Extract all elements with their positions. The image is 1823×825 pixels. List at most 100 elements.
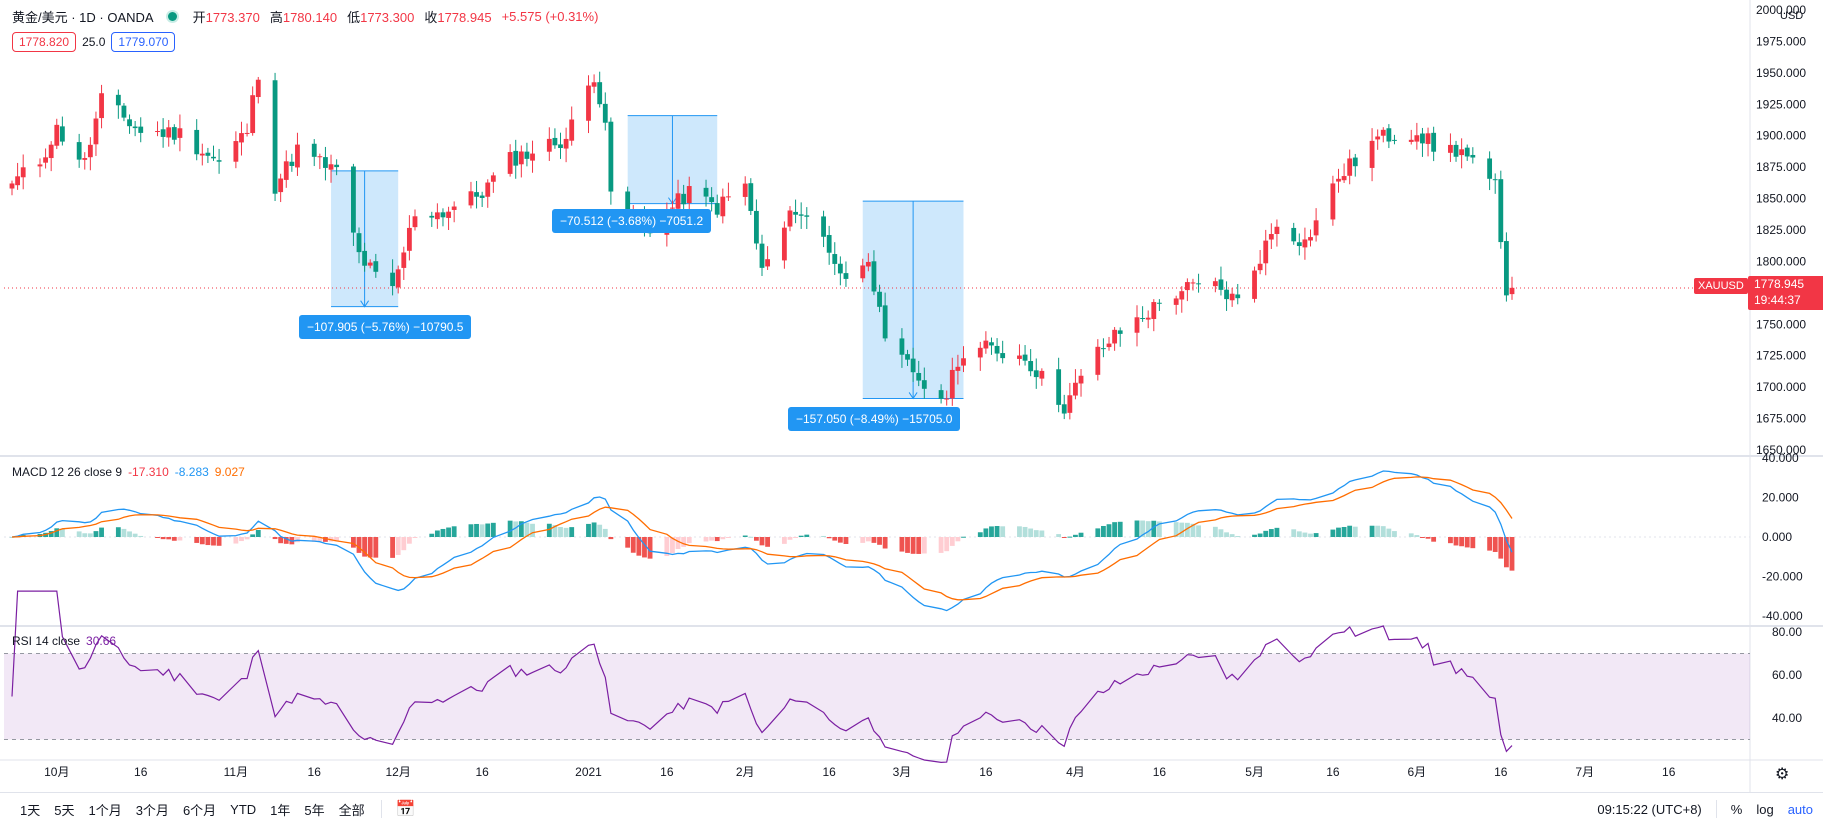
range-5d-button[interactable]: 5天	[54, 802, 75, 818]
macd-hist-bar	[647, 537, 653, 559]
candle-body	[211, 156, 216, 159]
candle-body	[989, 342, 994, 346]
symbol-title[interactable]: 黄金/美元 · 1D · OANDA	[12, 9, 154, 25]
candle-body	[255, 79, 261, 98]
candle-body	[826, 235, 832, 253]
macd-hist-bar	[1257, 533, 1263, 537]
time-axis-label: 6月	[1408, 765, 1427, 779]
macd-hist-bar	[1179, 522, 1185, 537]
macd-hist-bar	[317, 537, 323, 542]
market-status-icon	[167, 11, 177, 21]
calendar-icon[interactable]: 📅	[395, 801, 416, 818]
macd-hist-bar	[1386, 528, 1392, 537]
range-6m-button[interactable]: 6个月	[182, 802, 217, 818]
measure-box-3-arrowhead	[908, 392, 918, 400]
candle-body	[563, 138, 569, 149]
range-3m-button[interactable]: 3个月	[135, 802, 169, 818]
auto-scale-toggle[interactable]: auto	[1787, 801, 1813, 817]
candle-body	[1380, 129, 1386, 136]
candle-body	[1212, 281, 1218, 287]
macd-hist-bar	[1414, 535, 1420, 537]
percent-toggle[interactable]: %	[1730, 801, 1743, 817]
candle-body	[373, 261, 379, 272]
candle-body	[479, 195, 485, 198]
candle-body	[317, 156, 323, 158]
candle-body	[1106, 343, 1112, 348]
candle-body	[1095, 346, 1101, 375]
macd-hist-bar	[602, 528, 608, 537]
time-axis-label: 2月	[736, 765, 755, 779]
macd-hist-bar	[821, 535, 826, 537]
candle-body	[1408, 139, 1414, 142]
macd-hist-bar	[804, 534, 810, 537]
macd-hist-bar	[507, 520, 513, 537]
chart-canvas[interactable]: 2000.000 1975.000 1950.000 1925.000 1900.000…	[0, 0, 1823, 792]
candle-body	[1503, 241, 1509, 296]
range-5y-button[interactable]: 5年	[304, 802, 325, 818]
macd-hist-bar	[334, 537, 340, 542]
clock-timezone[interactable]: 09:15:22 (UTC+8)	[1597, 801, 1702, 817]
macd-hist-bar	[121, 528, 127, 537]
macd-hist-bar	[865, 537, 871, 542]
candle-body	[670, 207, 675, 209]
candle-body	[1498, 179, 1504, 243]
macd-title[interactable]: MACD 12 26 close 9	[12, 465, 123, 479]
candle-body	[1308, 237, 1313, 241]
candle-body	[586, 85, 591, 121]
measure-label-3[interactable]: −157.050 (−8.49%) −15705.0	[788, 407, 961, 431]
rsi-tick-label: 80.00	[1772, 625, 1802, 639]
measure-label-2[interactable]: −70.512 (−3.68%) −7051.2	[552, 209, 712, 233]
macd-hist-bar	[1453, 537, 1459, 546]
range-1m-button[interactable]: 1个月	[88, 802, 122, 818]
candle-body	[877, 291, 882, 307]
settings-gear-icon[interactable]: ⚙	[1775, 766, 1790, 783]
candle-body	[530, 153, 535, 161]
candle-body	[1039, 370, 1045, 379]
range-all-button[interactable]: 全部	[338, 802, 365, 818]
macd-hist-bar	[115, 527, 121, 537]
rsi-title[interactable]: RSI 14 close	[12, 634, 81, 648]
macd-hist-bar	[283, 537, 289, 544]
candle-body	[1414, 135, 1420, 142]
candle-body	[832, 254, 838, 264]
log-toggle[interactable]: log	[1756, 801, 1774, 817]
ask-button[interactable]: 1779.070	[111, 32, 176, 52]
candle-body	[1056, 369, 1062, 405]
candle-body	[591, 82, 597, 87]
candle-body	[323, 157, 328, 168]
bid-button[interactable]: 1778.820	[12, 32, 77, 52]
candle-body	[1470, 154, 1476, 158]
macd-hist-bar	[1039, 530, 1045, 537]
macd-hist-bar	[1392, 531, 1397, 537]
macd-hist-bar	[1459, 537, 1465, 547]
range-1d-button[interactable]: 1天	[20, 802, 41, 818]
macd-hist-bar	[1470, 537, 1476, 549]
macd-hist-bar	[160, 537, 166, 540]
range-1y-button[interactable]: 1年	[270, 802, 291, 818]
macd-hist-bar	[1369, 525, 1375, 537]
macd-hist-bar	[244, 537, 250, 540]
candle-body	[524, 151, 530, 159]
macd-hist-bar	[524, 522, 530, 537]
toolbar-divider	[380, 800, 382, 818]
candle-body	[272, 80, 278, 194]
rsi-band	[4, 653, 1750, 740]
macd-hist-bar	[87, 533, 93, 537]
macd-hist-bar	[362, 537, 368, 557]
macd-hist-bar	[233, 537, 239, 544]
range-ytd-button[interactable]: YTD	[230, 801, 257, 817]
rsi-line	[11, 590, 1513, 764]
macd-hist-bar	[753, 537, 759, 541]
macd-hist-bar	[1212, 526, 1218, 537]
time-axis-label: 2021	[575, 765, 602, 779]
candle-body	[882, 305, 888, 339]
time-axis-label: 16	[1326, 765, 1340, 779]
time-axis-label: 16	[822, 765, 836, 779]
macd-hist-bar	[255, 529, 261, 537]
measure-label-1[interactable]: −107.905 (−5.76%) −10790.5	[299, 315, 472, 339]
macd-hist-bar	[1302, 532, 1308, 537]
time-axis-label: 10月	[44, 765, 69, 779]
candle-body	[171, 127, 177, 140]
macd-hist-bar	[205, 537, 211, 546]
